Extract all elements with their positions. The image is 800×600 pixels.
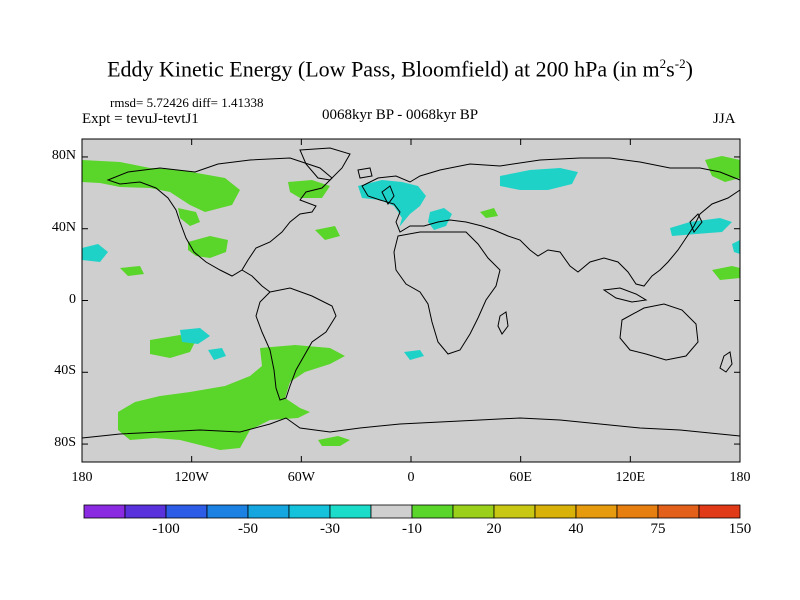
anomaly-south-america	[118, 345, 345, 450]
anomaly-hudson	[288, 180, 330, 198]
coast-south-america	[255, 287, 337, 401]
period-label: 0068kyr BP - 0068kyr BP	[322, 107, 479, 123]
coastlines	[81, 147, 741, 439]
anomaly-atlantic-s	[404, 350, 424, 360]
colorbar-swatch	[698, 504, 741, 519]
map-panel	[81, 138, 741, 463]
coast-africa	[393, 231, 501, 355]
colorbar-label: 20	[486, 521, 502, 537]
colorbar-swatch	[534, 504, 577, 519]
colorbar-label: 150	[728, 521, 752, 537]
anomaly-mexico	[188, 236, 228, 258]
lat-tick-label: 40S	[54, 363, 76, 379]
lat-tick-label: 40N	[51, 219, 76, 235]
coast-north-america	[106, 157, 333, 277]
colorbar-swatch	[493, 504, 536, 519]
anomaly-siberia	[500, 168, 578, 190]
colorbar-swatch	[575, 504, 618, 519]
coast-iceland	[357, 167, 373, 179]
coast-indonesia	[602, 287, 648, 303]
colorbar-swatch	[329, 504, 372, 519]
anomaly-dateline-n	[732, 240, 740, 254]
page-title: Eddy Kinetic Energy (Low Pass, Bloomfiel…	[107, 56, 693, 82]
coast-greenland	[299, 147, 351, 181]
coast-new-zealand	[719, 351, 733, 373]
anomaly-south-pacific-2	[180, 328, 210, 344]
anomaly-west-europe	[358, 180, 426, 232]
positive-anomaly-areas	[82, 156, 740, 450]
colorbar-label: -30	[320, 521, 340, 537]
colorbar-swatch	[83, 504, 126, 519]
colorbar-swatch	[411, 504, 454, 519]
colorbar	[83, 504, 741, 519]
anomaly-south-atlantic	[318, 436, 350, 446]
lon-tick-label: 120W	[174, 470, 209, 485]
colorbar-label: -10	[402, 521, 422, 537]
colorbar-swatch	[616, 504, 659, 519]
lon-tick-label: 120E	[615, 470, 646, 485]
negative-anomaly-areas	[82, 168, 740, 360]
lat-tick-label: 80N	[51, 147, 76, 163]
anomaly-japan	[705, 156, 740, 182]
lat-tick-label: 0	[69, 291, 76, 307]
anomaly-pacific-w	[712, 266, 740, 280]
colorbar-label: -100	[152, 521, 180, 537]
anomaly-europe-c	[428, 208, 452, 230]
colorbar-swatch	[452, 504, 495, 519]
anomaly-south-pacific-3	[208, 348, 226, 360]
anomaly-atlantic-n	[315, 226, 340, 240]
lon-tick-label: 60W	[287, 470, 315, 485]
colorbar-swatch	[657, 504, 700, 519]
colorbar-swatch	[247, 504, 290, 519]
coast-uk	[381, 185, 395, 205]
anomaly-alaska	[82, 160, 240, 212]
anomaly-pacific-east	[82, 244, 108, 262]
colorbar-swatch	[124, 504, 167, 519]
colorbar-swatch	[288, 504, 331, 519]
colorbar-swatch	[165, 504, 208, 519]
colorbar-label: 75	[650, 521, 666, 537]
coast-australia	[619, 303, 699, 361]
stats-text: rmsd= 5.72426 diff= 1.41338	[110, 95, 264, 110]
anomaly-west-pacific	[670, 218, 732, 236]
coast-madagascar	[497, 311, 509, 335]
season-label: JJA	[713, 111, 736, 127]
anomaly-pacific-e	[120, 266, 144, 276]
lat-tick-label: 80S	[54, 435, 76, 451]
experiment-label: Expt = tevuJ-tevtJ1	[82, 111, 199, 127]
lon-tick-label: 60E	[509, 470, 532, 485]
colorbar-label: -50	[238, 521, 258, 537]
colorbar-label: 40	[568, 521, 584, 537]
colorbar-swatch	[370, 504, 413, 519]
anomaly-pacific-ne	[178, 208, 200, 226]
colorbar-swatch	[206, 504, 249, 519]
lon-tick-label: 0	[407, 470, 415, 485]
coast-antarctica	[81, 417, 741, 439]
lon-tick-label: 180	[729, 470, 751, 485]
coast-japan	[689, 213, 703, 233]
axis-ticks	[81, 139, 741, 462]
anomaly-caspian	[480, 208, 498, 218]
coast-central-america	[241, 269, 271, 293]
lon-tick-label: 180	[71, 470, 93, 485]
coast-eurasia	[361, 157, 741, 287]
